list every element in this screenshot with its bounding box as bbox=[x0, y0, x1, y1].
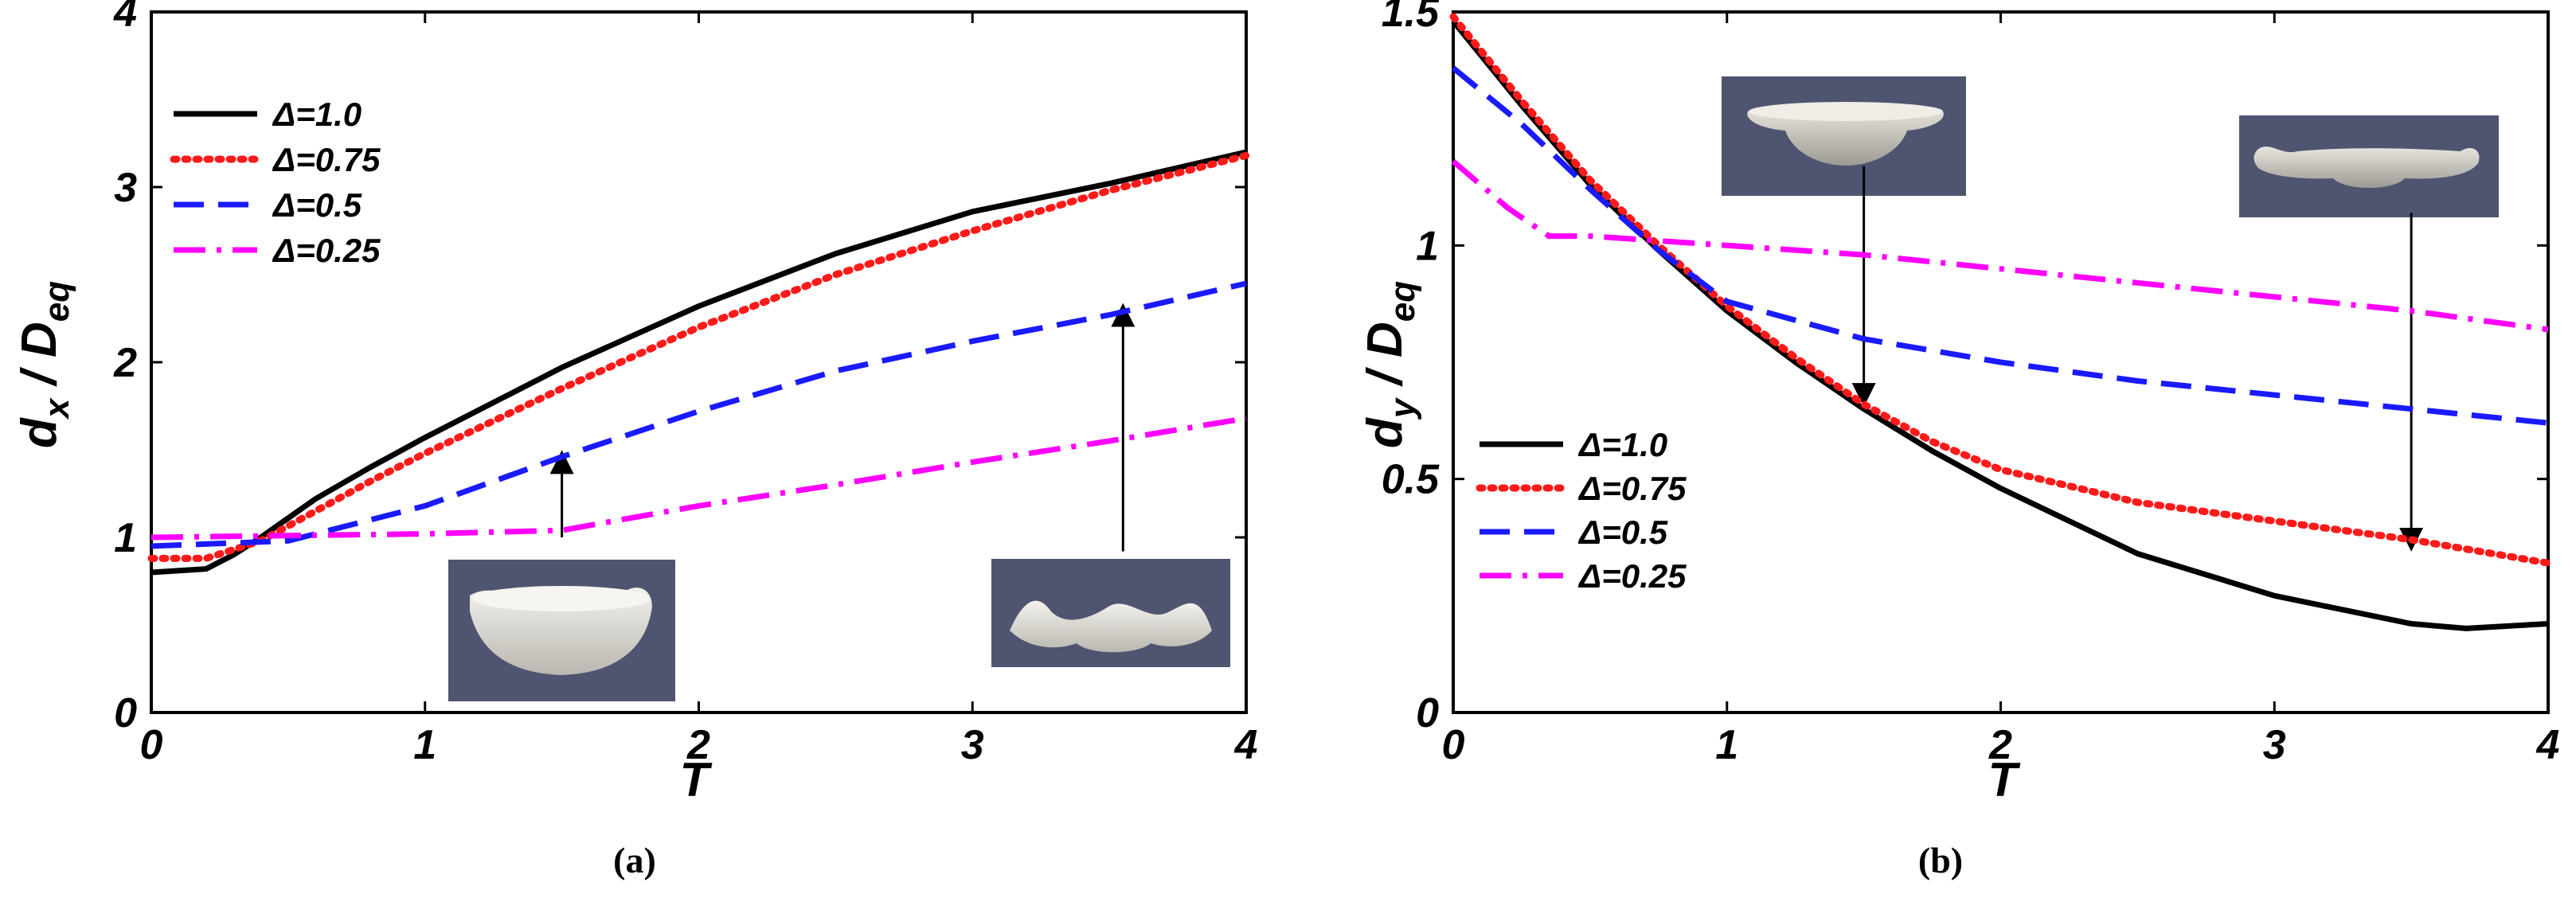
y-tick-label: 1 bbox=[1416, 223, 1439, 269]
x-tick-label: 1 bbox=[1715, 722, 1738, 768]
x-tick-label: 3 bbox=[2263, 722, 2286, 768]
series-line bbox=[1449, 13, 2552, 567]
x-tick-label: 4 bbox=[2536, 722, 2560, 768]
caption-b: (b) bbox=[1918, 840, 1963, 880]
series-line bbox=[1451, 159, 2549, 333]
x-tick-label: 2 bbox=[1988, 722, 2012, 768]
legend-label: Δ=0.5 bbox=[272, 186, 362, 224]
y-axis-label-b: dy / Deq bbox=[1358, 281, 1422, 448]
x-axis-label-a: T bbox=[680, 753, 713, 806]
inset-droplet-image-a2 bbox=[991, 559, 1230, 667]
panel-b: 0 1 2 3 4 0 0.5 1 1.5 Δ=1.0 Δ=0.75 Δ=0.5 Δ=0.25 T d… bbox=[1358, 0, 2560, 880]
series-line bbox=[150, 415, 1247, 541]
inset-droplet-image-a1 bbox=[448, 560, 675, 701]
series-group-b bbox=[1449, 13, 2552, 631]
x-tick-label: 2 bbox=[686, 722, 710, 768]
x-tick-label: 1 bbox=[413, 722, 436, 768]
y-tick-label: 3 bbox=[114, 165, 137, 211]
legend-b: Δ=1.0 Δ=0.75 Δ=0.5 Δ=0.25 bbox=[1476, 426, 1687, 595]
ticks-b: 0 1 2 3 4 0 0.5 1 1.5 bbox=[1382, 0, 2560, 768]
y-tick-label: 0 bbox=[1416, 690, 1439, 736]
y-tick-label: 0 bbox=[114, 690, 137, 736]
x-tick-label: 0 bbox=[1442, 722, 1465, 768]
legend-label: Δ=0.5 bbox=[1577, 513, 1668, 551]
ticks-a: 0 1 2 3 4 0 1 2 3 4 bbox=[113, 0, 1257, 768]
inset-droplet-image-b2 bbox=[2239, 115, 2499, 217]
y-tick-label: 2 bbox=[113, 340, 137, 386]
y-tick-label: 1 bbox=[114, 515, 137, 561]
series-line bbox=[1451, 65, 2549, 426]
series-line bbox=[150, 280, 1247, 549]
legend-a: Δ=1.0 Δ=0.75 Δ=0.5 Δ=0.25 bbox=[170, 96, 381, 269]
annotations-a bbox=[549, 303, 1136, 552]
legend-label: Δ=1.0 bbox=[272, 96, 362, 133]
series-line bbox=[1451, 19, 2549, 631]
x-tick-label: 3 bbox=[961, 722, 984, 768]
legend-label: Δ=0.75 bbox=[1577, 470, 1687, 507]
x-tick-label: 4 bbox=[1234, 722, 1258, 768]
y-tick-label: 0.5 bbox=[1382, 457, 1440, 503]
legend-label: Δ=0.25 bbox=[272, 232, 381, 269]
series-line bbox=[150, 149, 1247, 576]
inset-droplet-image-b1 bbox=[1722, 76, 1966, 196]
y-tick-label: 1.5 bbox=[1382, 0, 1440, 36]
y-tick-label: 4 bbox=[113, 0, 137, 36]
legend-label: Δ=0.25 bbox=[1577, 557, 1687, 595]
y-axis-label-a: dx / Deq bbox=[12, 281, 76, 448]
series-group-a bbox=[147, 149, 1250, 576]
legend-label: Δ=0.75 bbox=[272, 141, 381, 178]
annotations-b bbox=[1851, 166, 2424, 552]
x-axis-label-b: T bbox=[1988, 753, 2021, 806]
panel-a: 0 1 2 3 4 0 1 2 3 4 Δ=1.0 Δ=0.75 Δ=0.5 Δ=0.25 T dx /… bbox=[12, 0, 1258, 880]
x-tick-label: 0 bbox=[140, 722, 163, 768]
legend-label: Δ=1.0 bbox=[1577, 426, 1667, 463]
caption-a: (a) bbox=[613, 840, 656, 880]
